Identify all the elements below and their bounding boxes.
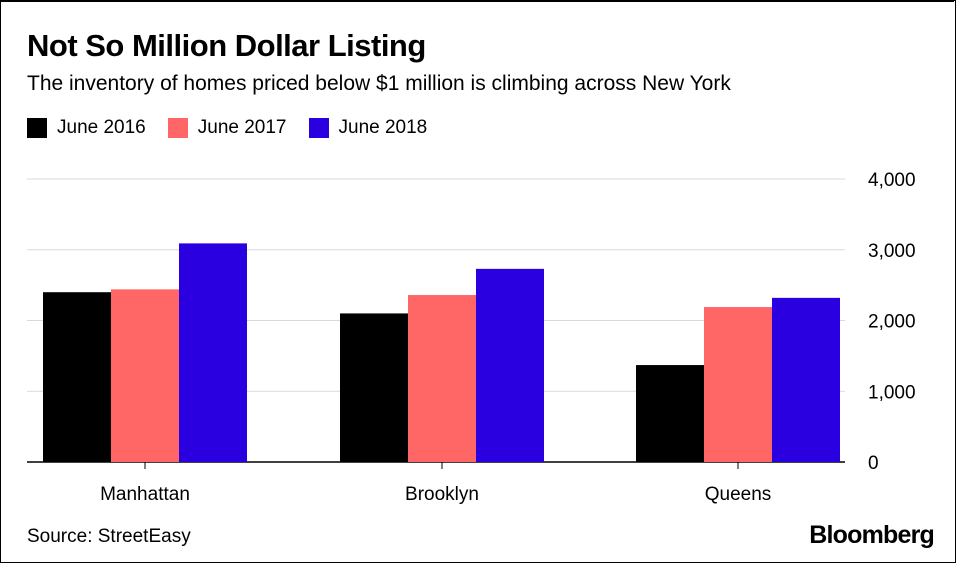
bar-brooklyn-june-2017 bbox=[408, 295, 476, 462]
x-category-label: Manhattan bbox=[100, 484, 190, 505]
chart-subtitle: The inventory of homes priced below $1 m… bbox=[27, 72, 731, 95]
legend-label-2016: June 2016 bbox=[57, 117, 146, 138]
bar-queens-june-2016 bbox=[636, 365, 704, 462]
x-category-label: Queens bbox=[705, 484, 772, 505]
bar-manhattan-june-2017 bbox=[111, 289, 179, 462]
bar-brooklyn-june-2018 bbox=[476, 268, 544, 462]
bar-queens-june-2017 bbox=[704, 307, 772, 462]
legend-swatch-2017 bbox=[167, 118, 188, 138]
y-tick-label: 4,000 bbox=[868, 170, 916, 191]
bloomberg-logo: Bloomberg bbox=[809, 521, 935, 549]
legend: June 2016 June 2017 June 2018 bbox=[27, 117, 449, 139]
y-tick-label: 0 bbox=[868, 453, 879, 474]
x-category-label: Brooklyn bbox=[405, 484, 479, 505]
bar-manhattan-june-2016 bbox=[43, 292, 111, 462]
legend-item-2018: June 2018 bbox=[308, 117, 428, 139]
bar-brooklyn-june-2016 bbox=[340, 313, 408, 462]
legend-label-2018: June 2018 bbox=[338, 117, 428, 138]
bar-queens-june-2018 bbox=[772, 297, 840, 462]
bar-manhattan-june-2018 bbox=[179, 243, 247, 462]
y-tick-label: 3,000 bbox=[868, 241, 916, 262]
y-tick-label: 2,000 bbox=[868, 312, 916, 333]
legend-item-2016: June 2016 bbox=[27, 117, 146, 139]
legend-label-2017: June 2017 bbox=[197, 117, 287, 138]
legend-swatch-2016 bbox=[27, 118, 47, 138]
legend-item-2017: June 2017 bbox=[167, 117, 287, 139]
source-note: Source: StreetEasy bbox=[27, 526, 191, 547]
legend-swatch-2018 bbox=[308, 118, 329, 138]
y-tick-label: 1,000 bbox=[868, 382, 916, 403]
top-rule bbox=[0, 0, 954, 2]
chart-title: Not So Million Dollar Listing bbox=[27, 28, 426, 63]
